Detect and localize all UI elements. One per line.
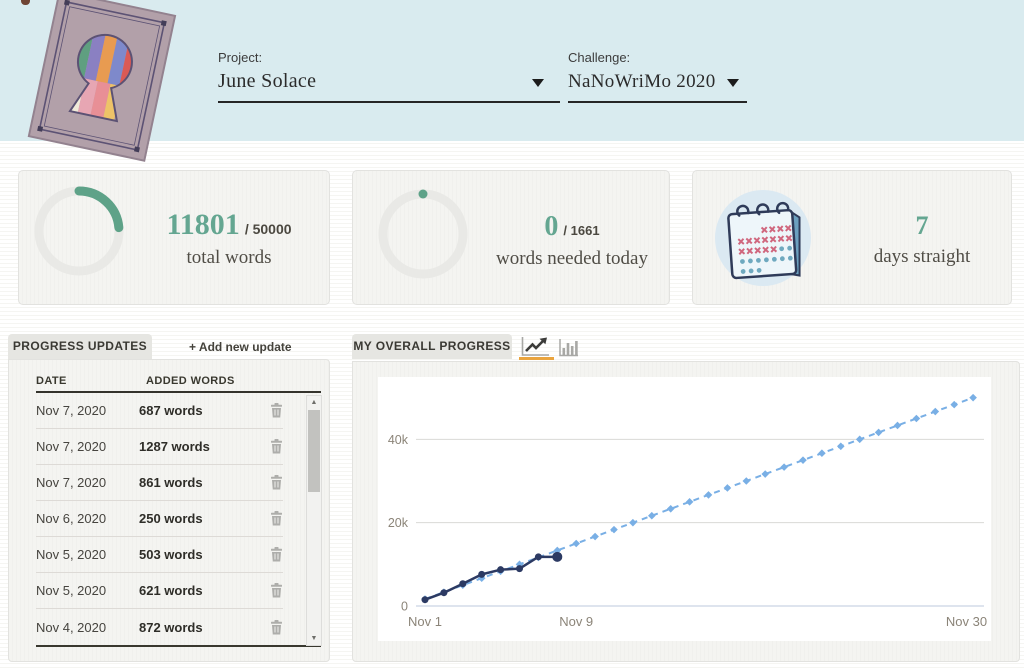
delete-update-button[interactable] [270,439,283,454]
total-words-goal: / 50000 [244,221,292,237]
delete-update-button[interactable] [270,619,283,635]
update-words: 621 words [139,583,203,598]
scroll-down-icon[interactable]: ▼ [310,635,318,642]
logo-fragment [21,0,30,5]
svg-text:Nov 9: Nov 9 [559,614,593,629]
total-words-caption: total words [186,247,272,268]
delete-update-button[interactable] [270,511,283,526]
table-row: Nov 7, 2020 687 words [36,393,283,429]
project-underline [218,101,560,103]
update-words: 503 words [139,547,203,562]
column-header-date: DATE [36,375,67,387]
progress-ring [373,184,473,284]
update-date: Nov 5, 2020 [36,547,107,562]
progress-updates-panel: DATE ADDED WORDS Nov 7, 2020 687 words Nov… [8,359,330,662]
table-bottom-rule [36,645,321,647]
delete-update-button[interactable] [270,547,283,562]
overall-progress-panel: 0 20k 40k Nov 1 Nov 9 Nov 30 [352,361,1020,662]
challenge-underline [568,101,747,103]
updates-list: Nov 7, 2020 687 words Nov 7, 2020 1287 word… [36,393,283,645]
update-date: Nov 5, 2020 [36,583,107,598]
svg-text:Nov 30: Nov 30 [946,614,987,629]
calendar-icon [713,188,813,288]
header: Project: June Solace Challenge: NaNoWriM… [0,0,1024,162]
delete-update-button[interactable] [270,403,283,418]
trash-icon [271,619,282,634]
table-row: Nov 4, 2020 872 words [36,609,283,645]
column-header-added-words: ADDED WORDS [146,375,235,387]
update-words: 687 words [139,403,203,418]
svg-text:20k: 20k [388,516,409,530]
table-row: Nov 6, 2020 250 words [36,501,283,537]
update-date: Nov 7, 2020 [36,439,107,454]
svg-text:Nov 1: Nov 1 [408,614,442,629]
book-cover [14,0,194,162]
update-date: Nov 7, 2020 [36,475,107,490]
table-row: Nov 7, 2020 861 words [36,465,283,501]
svg-text:0: 0 [401,600,408,614]
tab-my-overall-progress[interactable]: MY OVERALL PROGRESS [352,334,512,359]
scroll-up-icon[interactable]: ▲ [310,399,318,406]
chevron-down-icon[interactable] [532,79,544,87]
words-needed-value: 0 [544,211,559,242]
update-date: Nov 4, 2020 [36,619,107,635]
project-dropdown[interactable]: June Solace [218,70,317,92]
words-needed-caption: words needed today [496,248,648,269]
project-label: Project: [218,50,263,65]
update-words: 1287 words [139,439,210,454]
chevron-down-icon[interactable] [727,79,739,87]
streak-card: 7 days straight [692,170,1012,305]
trash-icon [271,439,282,454]
trash-icon [271,547,282,562]
update-date: Nov 7, 2020 [36,403,107,418]
table-header-rule [36,391,321,393]
line-chart-icon[interactable] [520,336,550,357]
bar-chart-icon[interactable] [558,338,579,357]
table-row: Nov 5, 2020 503 words [36,537,283,573]
table-row: Nov 5, 2020 621 words [36,573,283,609]
scrollbar-thumb[interactable] [308,410,320,492]
trash-icon [271,511,282,526]
progress-ring [29,181,129,281]
challenge-dropdown[interactable]: NaNoWriMo 2020 [568,71,716,92]
chart-svg: 0 20k 40k Nov 1 Nov 9 Nov 30 [388,393,987,629]
active-toggle-underline [519,357,554,360]
trash-icon [271,583,282,598]
update-words: 250 words [139,511,203,526]
total-words-value: 11801 [166,208,240,241]
challenge-label: Challenge: [568,50,631,65]
words-needed-card: 0 / 1661 words needed today [352,170,670,305]
streak-caption: days straight [873,246,971,267]
update-words: 861 words [139,475,203,490]
table-row: Nov 7, 2020 1287 words [36,429,283,465]
progress-chart: 0 20k 40k Nov 1 Nov 9 Nov 30 [378,377,991,641]
words-needed-goal: / 1661 [563,223,600,238]
add-new-update-button[interactable]: + Add new update [189,340,292,354]
update-words: 872 words [139,619,203,635]
delete-update-button[interactable] [270,583,283,598]
scrollbar[interactable]: ▲ ▼ [306,395,322,646]
trash-icon [271,403,282,418]
total-words-card: 11801/ 50000 total words [18,170,330,305]
tab-progress-updates[interactable]: PROGRESS UPDATES [8,334,152,359]
svg-text:40k: 40k [388,433,409,447]
update-date: Nov 6, 2020 [36,511,107,526]
delete-update-button[interactable] [270,475,283,490]
trash-icon [271,475,282,490]
streak-value: 7 [915,211,929,240]
